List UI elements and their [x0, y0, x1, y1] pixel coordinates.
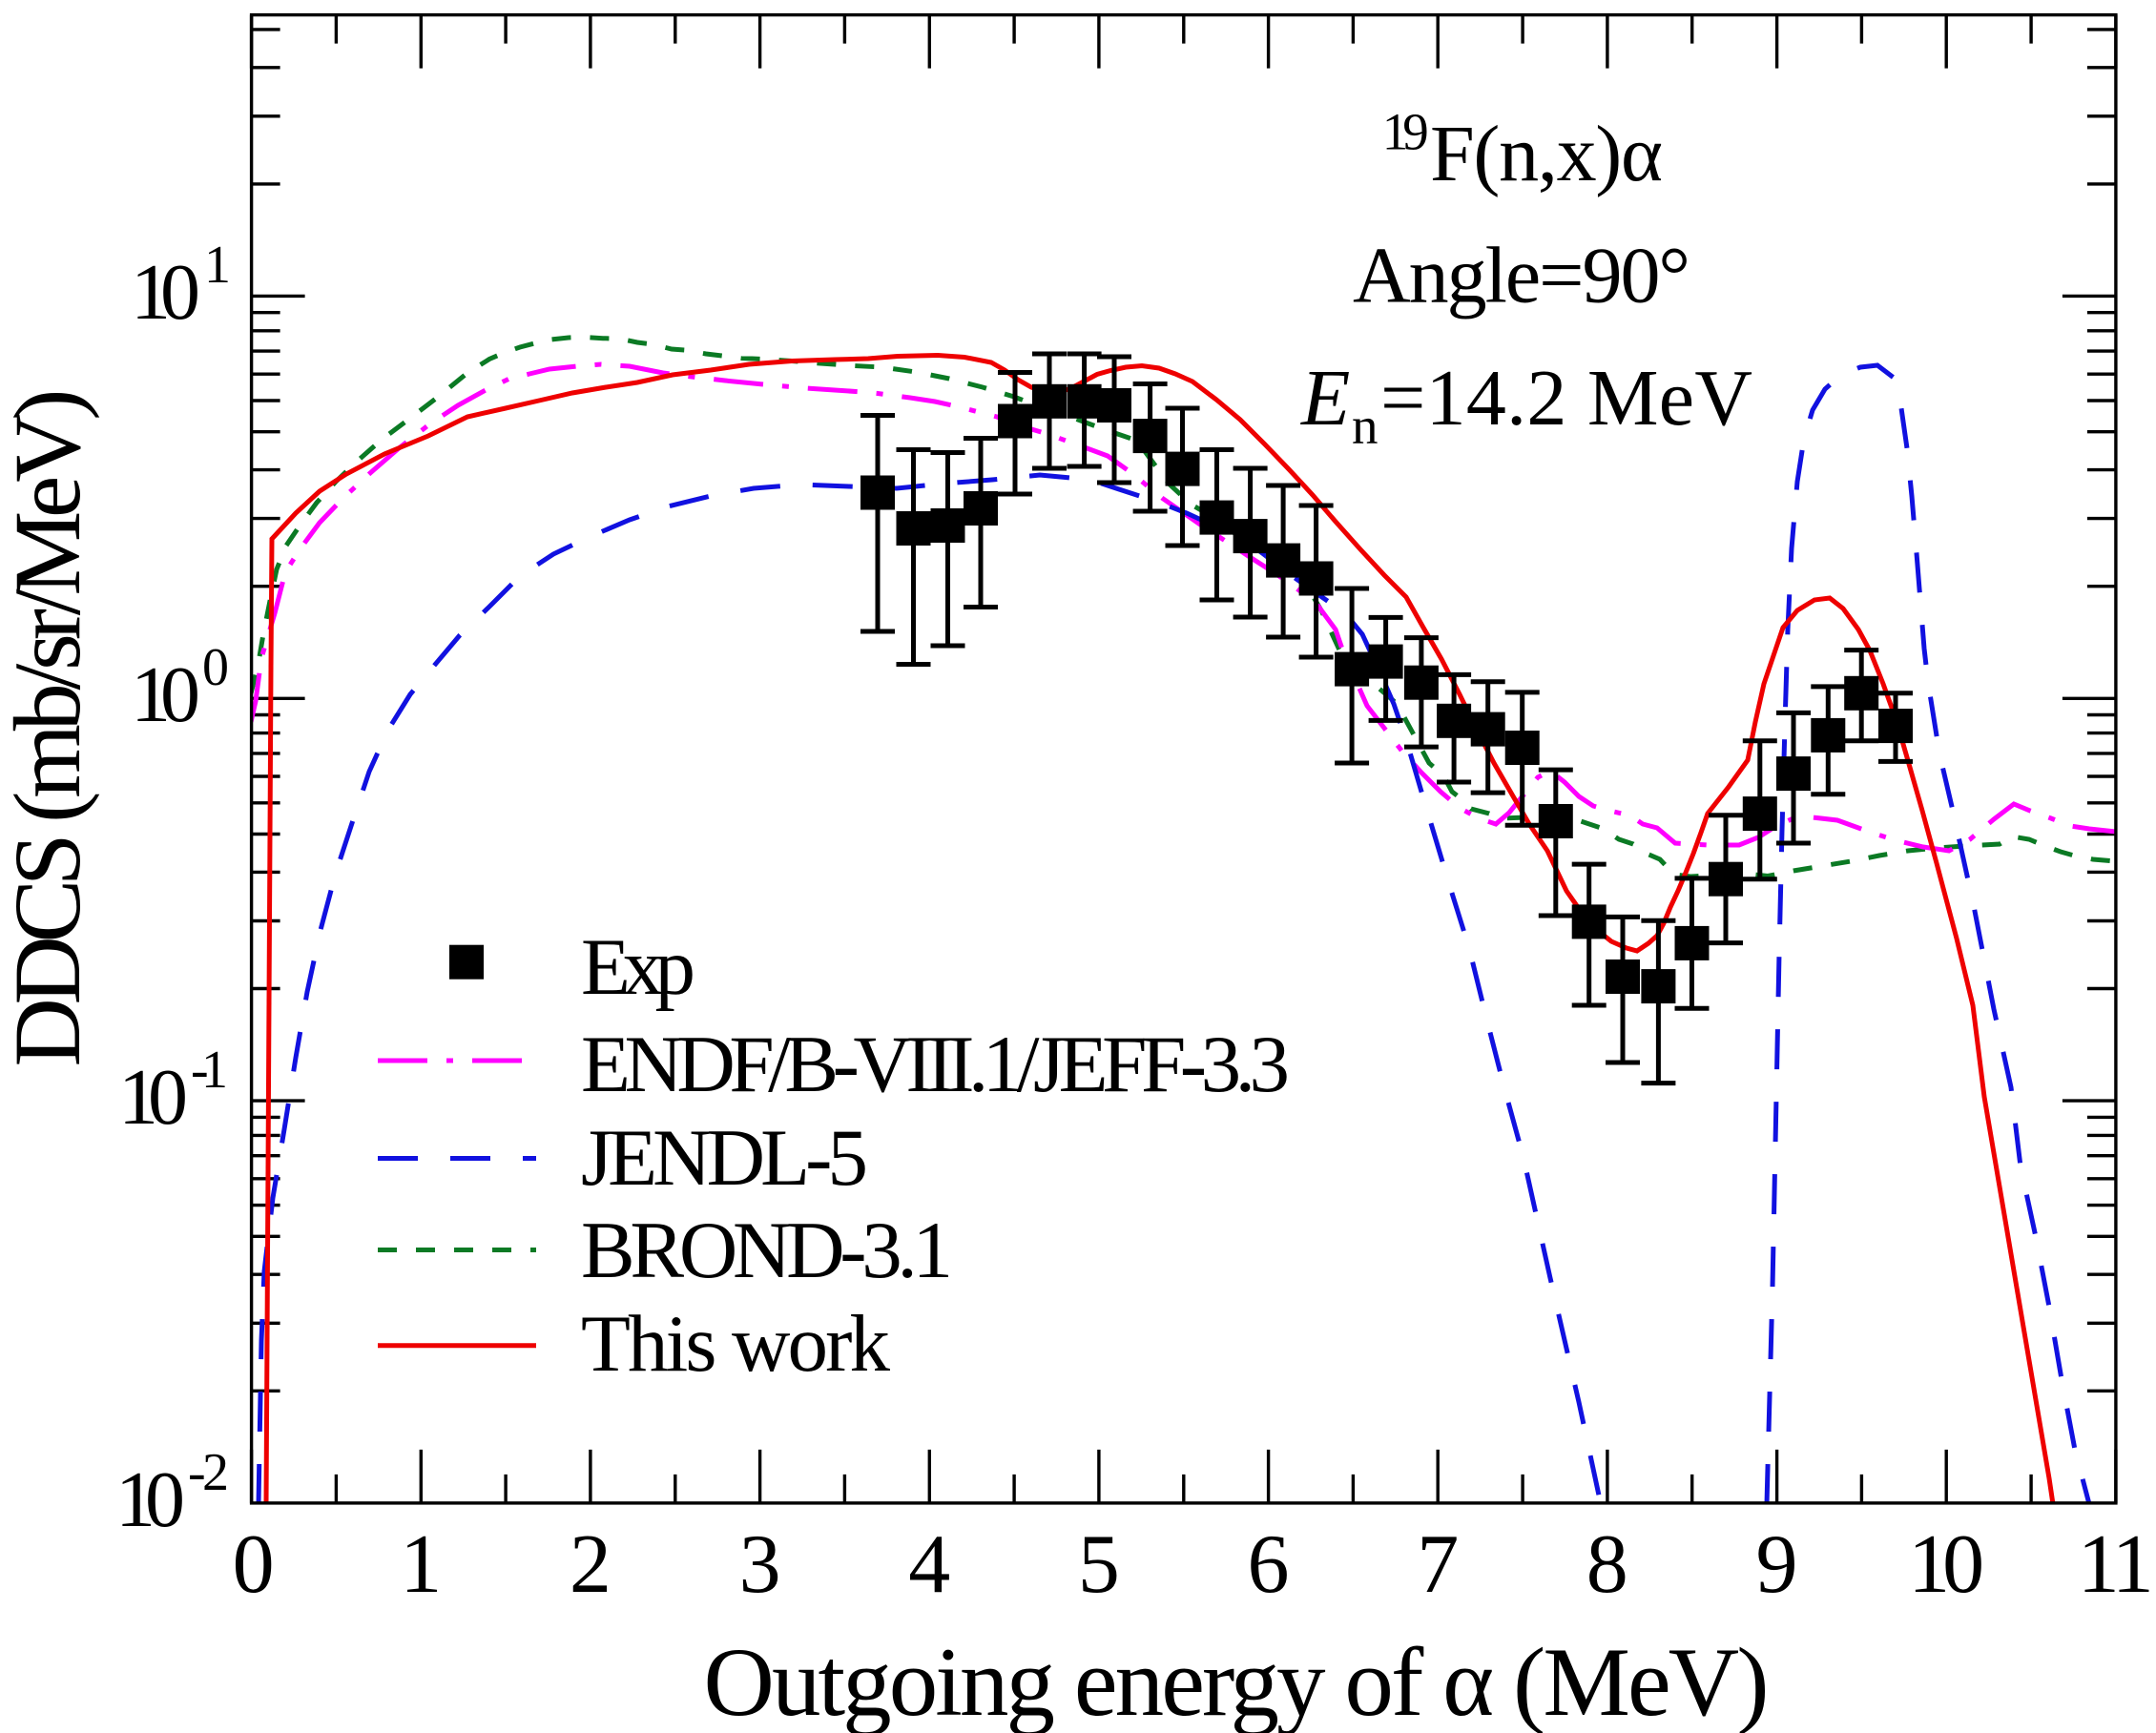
svg-text:8: 8 [1586, 1518, 1628, 1611]
svg-text:JENDL-5: JENDL-5 [581, 1113, 868, 1203]
svg-text:Outgoing energy of α (MeV): Outgoing energy of α (MeV) [704, 1628, 1770, 1733]
svg-text:E: E [1300, 354, 1350, 443]
svg-text:10: 10 [1908, 1518, 1984, 1611]
svg-text:Angle=90°: Angle=90° [1353, 232, 1690, 320]
svg-text:0: 0 [233, 1518, 275, 1611]
svg-text:3: 3 [739, 1518, 781, 1611]
svg-text:This work: This work [581, 1299, 891, 1389]
svg-text:DDCS (mb/sr/MeV): DDCS (mb/sr/MeV) [0, 389, 100, 1067]
svg-text:10: 10 [115, 1455, 185, 1544]
svg-text:2: 2 [570, 1518, 612, 1611]
svg-text:7: 7 [1417, 1518, 1459, 1611]
svg-text:11: 11 [2078, 1518, 2154, 1611]
svg-text:=14.2 MeV: =14.2 MeV [1380, 354, 1752, 443]
svg-text:-1: -1 [191, 1041, 228, 1100]
svg-text:19: 19 [1382, 103, 1429, 161]
svg-text:6: 6 [1248, 1518, 1290, 1611]
svg-text:4: 4 [908, 1518, 950, 1611]
svg-text:0: 0 [202, 638, 229, 697]
svg-text:10: 10 [118, 1053, 188, 1142]
svg-text:5: 5 [1078, 1518, 1120, 1611]
svg-text:10: 10 [131, 248, 200, 337]
svg-text:ENDF/B-VIII.1/JEFF-3.3: ENDF/B-VIII.1/JEFF-3.3 [581, 1020, 1290, 1109]
svg-text:Exp: Exp [581, 922, 695, 1012]
svg-text:1: 1 [204, 236, 231, 295]
svg-text:1: 1 [400, 1518, 442, 1611]
svg-text:BROND-3.1: BROND-3.1 [581, 1206, 953, 1295]
svg-text:-2: -2 [188, 1443, 229, 1502]
svg-text:10: 10 [131, 650, 200, 739]
svg-text:F(n,x)α: F(n,x)α [1430, 110, 1663, 198]
svg-text:n: n [1352, 397, 1379, 455]
svg-text:9: 9 [1756, 1518, 1798, 1611]
